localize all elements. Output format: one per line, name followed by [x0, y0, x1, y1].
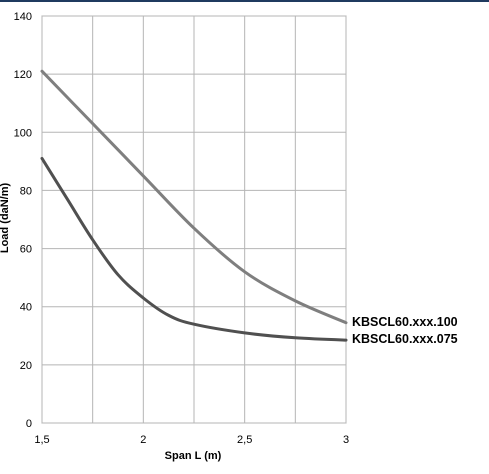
y-tick-label: 20: [20, 360, 32, 372]
x-tick-label: 1,5: [34, 434, 49, 446]
series-line-2: [40, 156, 348, 342]
y-tick-label: 60: [20, 244, 32, 256]
y-tick-label: 80: [20, 185, 32, 197]
x-tick-labels: 1,5 2 2,5 3: [34, 434, 349, 446]
y-tick-label: 120: [14, 69, 32, 81]
x-tick-label: 2: [140, 434, 146, 446]
series-lines: [40, 69, 348, 342]
y-tick-label: 100: [14, 127, 32, 139]
x-tick-label: 2,5: [237, 434, 252, 446]
series-label-1: KBSCL60.xxx.100: [352, 315, 458, 329]
y-axis-title: Load (daN/m): [0, 183, 11, 254]
x-axis-title: Span L (m): [165, 450, 222, 462]
series-line-1: [40, 69, 348, 325]
y-tick-label: 0: [26, 418, 32, 430]
header-rule: [0, 0, 489, 2]
series-labels: KBSCL60.xxx.100 KBSCL60.xxx.075: [352, 315, 458, 346]
y-tick-labels: 0 20 40 60 80 100 120 140: [14, 11, 32, 430]
y-tick-label: 140: [14, 11, 32, 23]
y-tick-label: 40: [20, 302, 32, 314]
vertical-gridlines: [41, 16, 347, 423]
x-tick-label: 3: [343, 434, 349, 446]
horizontal-gridlines: [42, 15, 346, 424]
series-label-2: KBSCL60.xxx.075: [352, 332, 458, 346]
